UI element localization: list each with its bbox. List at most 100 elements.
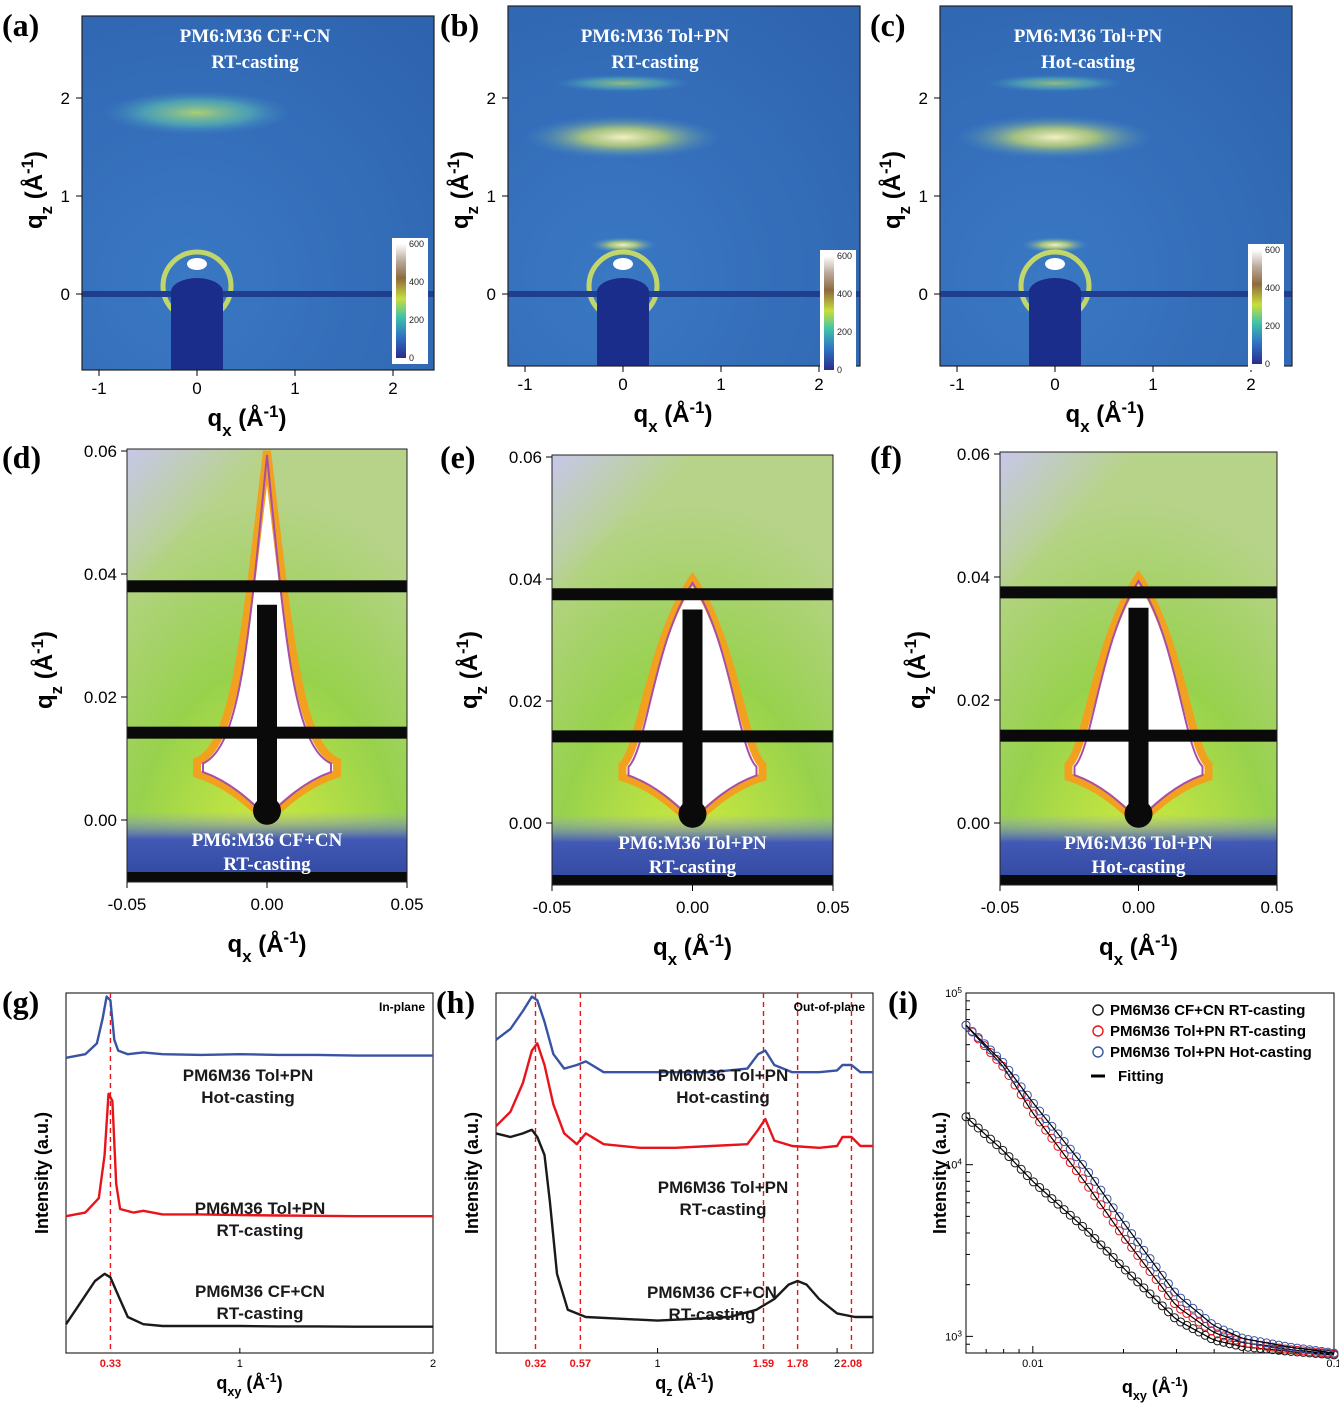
series-label: PM6M36 Tol+PN xyxy=(658,1178,789,1197)
horizon-gap xyxy=(508,291,860,297)
y-tick-label: 1 xyxy=(487,187,496,206)
data-point xyxy=(1170,1287,1180,1297)
y-tick-label: 104 xyxy=(945,1157,962,1172)
pi-pi-arc xyxy=(523,115,723,160)
beamstop-rod xyxy=(1128,607,1149,817)
legend-marker xyxy=(1092,1004,1104,1016)
horizon-gap xyxy=(82,291,434,297)
y-tick-label: 0 xyxy=(919,285,928,304)
data-point xyxy=(1059,1137,1069,1147)
detector-gap-upper xyxy=(127,580,407,593)
fit-line xyxy=(965,1024,1335,1354)
data-point xyxy=(961,1020,971,1030)
data-point xyxy=(1114,1259,1124,1269)
casting-label: RT-casting xyxy=(649,857,737,878)
data-point xyxy=(979,1129,989,1139)
series-label-casting: RT-casting xyxy=(669,1305,756,1324)
y-tick-label: 1 xyxy=(61,187,70,206)
peak-marker-label: 0.57 xyxy=(570,1358,591,1370)
plot-frame xyxy=(507,5,861,367)
series-label: PM6M36 Tol+PN xyxy=(658,1066,789,1085)
data-point xyxy=(1102,1194,1112,1204)
panel-label: (b) xyxy=(440,7,479,43)
lamellar-arc xyxy=(1021,237,1089,253)
series-line xyxy=(65,995,433,1059)
x-axis-label: qx (Å-1) xyxy=(634,398,713,436)
data-point xyxy=(1010,1158,1020,1168)
lamellar-arc-high xyxy=(985,74,1125,93)
legend-marker xyxy=(1092,1025,1104,1037)
hot-spot xyxy=(613,258,633,270)
giwaxs-panel-a: -1 0 1 2 0 1 2 qx (Å-1) qz (Å-1) (a) PM6:M36 CF+CN… xyxy=(2,7,435,440)
data-point xyxy=(1078,1221,1088,1231)
horizon-gap xyxy=(940,291,1292,297)
x-tick-label: 0 xyxy=(192,379,201,398)
data-point xyxy=(1096,1240,1106,1250)
giwaxs-map xyxy=(508,6,860,366)
beamstop-disc xyxy=(253,796,281,825)
sample-label: PM6:M36 CF+CN xyxy=(180,26,331,47)
casting-label: Hot-casting xyxy=(1092,857,1186,878)
data-point xyxy=(1231,1335,1241,1345)
detector-gap-bottom xyxy=(1000,875,1277,885)
data-point xyxy=(1041,1188,1051,1198)
colorbar-tick: 200 xyxy=(837,327,852,337)
y-tick-label: 0 xyxy=(61,285,70,304)
casting-label: RT-casting xyxy=(611,52,699,73)
data-point xyxy=(1212,1322,1222,1332)
data-point xyxy=(1120,1234,1130,1244)
panel-label: (a) xyxy=(2,7,39,43)
x-axis-label: qx (Å-1) xyxy=(228,928,307,966)
sample-label: PM6:M36 Tol+PN xyxy=(581,26,730,47)
low-intensity-corner xyxy=(127,449,267,601)
data-point xyxy=(1120,1265,1130,1275)
data-point xyxy=(1108,1252,1118,1262)
lamellar-arc xyxy=(589,237,657,253)
legend-entry: PM6M36 Tol+PN RT-casting xyxy=(1110,1023,1306,1040)
data-point xyxy=(1028,1177,1038,1187)
data-point xyxy=(1133,1277,1143,1287)
y-tick-label: 103 xyxy=(945,1329,962,1344)
peak-marker-label: 0.32 xyxy=(525,1358,546,1370)
x-tick-label: 0.05 xyxy=(816,898,849,917)
casting-label: RT-casting xyxy=(211,52,299,73)
data-point xyxy=(1127,1242,1137,1252)
x-axis-label: qx (Å-1) xyxy=(1099,931,1178,969)
x-tick-label: 1 xyxy=(716,375,725,394)
data-point xyxy=(1262,1338,1272,1348)
data-point xyxy=(1231,1340,1241,1350)
data-point xyxy=(1139,1283,1149,1293)
peak-marker-label: 0.33 xyxy=(100,1358,121,1370)
data-point xyxy=(1035,1106,1045,1116)
x-tick-label: -1 xyxy=(91,379,106,398)
x-tick-label: 1 xyxy=(290,379,299,398)
data-point xyxy=(1090,1234,1100,1244)
series-label: PM6M36 CF+CN xyxy=(195,1282,325,1301)
profile-panel-i: 0.01 0.1 103 104 105 PM6M36 CF+CN RT-casting P… xyxy=(888,984,1339,1403)
data-point xyxy=(1053,1129,1063,1139)
x-tick-label: 2 xyxy=(430,1358,436,1370)
y-tick-label: 0.06 xyxy=(957,445,990,464)
detector-gap-bottom xyxy=(552,875,833,885)
data-point xyxy=(1231,1330,1241,1340)
colorbar-tick: 600 xyxy=(837,251,852,261)
data-point xyxy=(1041,1114,1051,1124)
y-tick-label: 0.02 xyxy=(84,688,117,707)
data-point xyxy=(1133,1250,1143,1260)
y-axis-label: qz (Å-1) xyxy=(453,631,491,709)
data-point xyxy=(1004,1065,1014,1075)
data-point xyxy=(998,1057,1008,1067)
y-tick-label: 0.04 xyxy=(509,570,542,589)
y-axis-label: qz (Å-1) xyxy=(444,151,482,229)
data-point xyxy=(1035,1182,1045,1192)
data-point xyxy=(1127,1229,1137,1239)
colorbar-tick: 0 xyxy=(409,353,414,363)
sample-label: PM6:M36 CF+CN xyxy=(192,830,343,851)
data-point xyxy=(1022,1090,1032,1100)
data-point xyxy=(973,1033,983,1043)
data-point xyxy=(1182,1308,1192,1318)
lamellar-arc-high xyxy=(553,74,693,93)
series-line xyxy=(495,1042,873,1150)
